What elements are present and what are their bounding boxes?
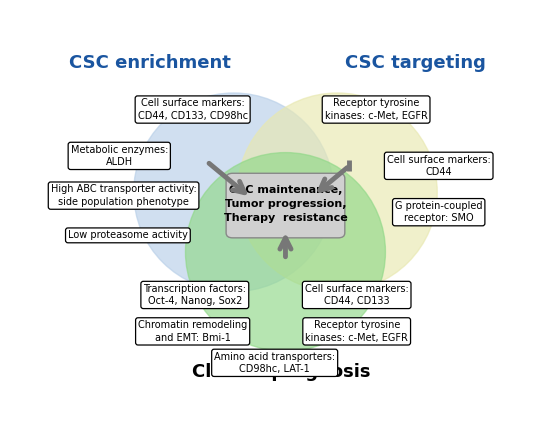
Ellipse shape (237, 93, 437, 292)
Ellipse shape (134, 93, 334, 292)
Ellipse shape (185, 153, 385, 351)
Text: Metabolic enzymes:
ALDH: Metabolic enzymes: ALDH (71, 145, 168, 167)
Text: Receptor tyrosine
kinases: c-Met, EGFR: Receptor tyrosine kinases: c-Met, EGFR (325, 98, 428, 121)
FancyBboxPatch shape (226, 173, 345, 238)
Text: Cell surface markers:
CD44: Cell surface markers: CD44 (387, 155, 491, 177)
Text: CSC targeting: CSC targeting (345, 54, 485, 72)
Text: Transcription factors:
Oct-4, Nanog, Sox2: Transcription factors: Oct-4, Nanog, Sox… (143, 284, 246, 306)
Text: Cell surface markers:
CD44, CD133: Cell surface markers: CD44, CD133 (305, 284, 409, 306)
Text: High ABC transporter activity:
side population phenotype: High ABC transporter activity: side popu… (51, 184, 197, 207)
Text: Clinical prognosis: Clinical prognosis (192, 363, 370, 381)
Text: G protein-coupled
receptor: SMO: G protein-coupled receptor: SMO (395, 201, 482, 223)
Text: Chromatin remodeling
and EMT: Bmi-1: Chromatin remodeling and EMT: Bmi-1 (138, 320, 247, 343)
Text: Receptor tyrosine
kinases: c-Met, EGFR: Receptor tyrosine kinases: c-Met, EGFR (305, 320, 408, 343)
Text: CSC maintenance,
Tumor progression,
Therapy  resistance: CSC maintenance, Tumor progression, Ther… (223, 185, 348, 223)
Text: Low proteasome activity: Low proteasome activity (68, 230, 188, 240)
Text: CSC enrichment: CSC enrichment (69, 54, 231, 72)
Text: Cell surface markers:
CD44, CD133, CD98hc: Cell surface markers: CD44, CD133, CD98h… (138, 98, 248, 121)
Text: Amino acid transporters:
CD98hc, LAT-1: Amino acid transporters: CD98hc, LAT-1 (214, 352, 335, 374)
